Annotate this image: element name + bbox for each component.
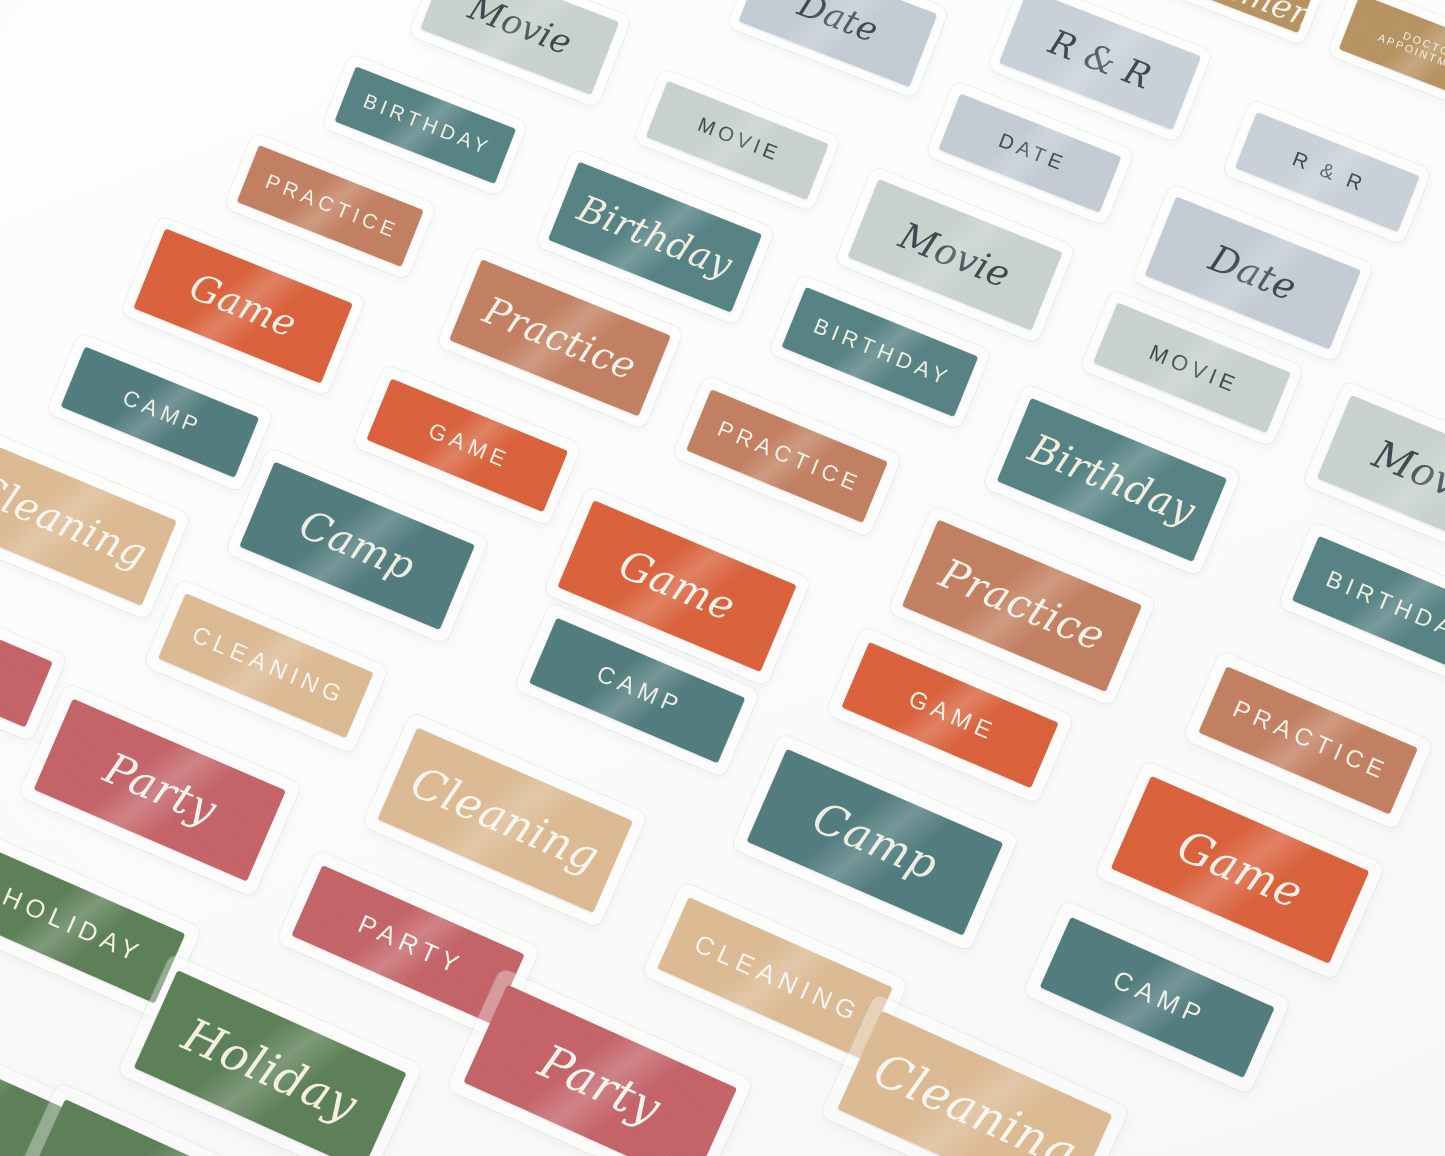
sticker-face: Date: [738, 0, 938, 88]
sticker-label: Movie: [463, 0, 578, 63]
sticker-label: Cleaning: [0, 465, 154, 579]
sticker-face: Camp: [746, 748, 1004, 936]
sticker-face: Holiday: [133, 969, 407, 1156]
sticker-label: Game: [183, 264, 303, 347]
sticker-label: PRACTICE: [713, 416, 865, 498]
sticker-label: DOCTOR APPOINTMENT: [1375, 29, 1445, 81]
sticker-date-script: Date: [726, 0, 950, 100]
sticker-label: Party: [531, 1034, 669, 1136]
sticker-label: BIRTHDAY: [810, 313, 955, 392]
sticker-face: PRACTICE: [1198, 665, 1418, 815]
sticker-label: CLEANING: [187, 621, 350, 711]
sticker-face: BIRTHDAY: [1292, 536, 1445, 678]
sticker-face: GAME: [366, 378, 568, 512]
sticker-face: DATE: [938, 93, 1122, 213]
sticker-label: Movie: [893, 213, 1017, 297]
sticker-label: PRACTICE: [1228, 695, 1393, 787]
sticker-label: Game: [1169, 820, 1311, 920]
sticker-face: Movie: [420, 0, 620, 96]
sticker-label: Camp: [805, 791, 946, 891]
sticker-face: Cleaning: [0, 438, 177, 606]
sticker-face: PRACTICE: [236, 144, 424, 268]
sticker-practice-caps: PRACTICE: [671, 374, 903, 538]
sticker-label: DATE: [995, 130, 1070, 177]
sticker-label: Birthday: [1022, 425, 1202, 535]
sticker-face: Camp: [239, 461, 475, 631]
sticker-face: CLEANING: [158, 593, 374, 739]
sticker-face: Party: [33, 698, 287, 882]
sticker-label: Practice: [932, 549, 1112, 662]
sticker-label: MOVIE: [1146, 338, 1243, 398]
sticker-label: Cleaning: [865, 1041, 1086, 1156]
sticker-label: Holiday: [174, 1007, 366, 1133]
sticker-face: Cleaning: [837, 1010, 1113, 1156]
sticker-face: [0, 582, 53, 728]
sticker-label: CAMP: [592, 659, 687, 721]
sticker-face: Doctor Appointment: [1130, 0, 1326, 34]
sticker-face: Party: [463, 984, 737, 1156]
sticker-face: Birthday: [996, 397, 1228, 563]
sticker-face: MOVIE: [645, 80, 829, 200]
sticker-label: Game: [612, 539, 743, 631]
sticker-label: CAMP: [119, 384, 206, 440]
sticker-label: Practice: [477, 287, 643, 389]
sticker-face: CAMP: [60, 345, 260, 479]
sticker-label: R & R: [1289, 147, 1370, 197]
sticker-face: Game: [133, 228, 353, 384]
sticker-label: BIRTHDAY: [1322, 565, 1445, 651]
sticker-label: BIRTHDAY: [359, 90, 495, 161]
sticker-label: Date: [1203, 236, 1303, 310]
sticker-face: Game: [1110, 775, 1370, 965]
sticker-label: GAME: [904, 685, 1001, 747]
sticker-label: GAME: [424, 418, 514, 474]
sticker-label: Date: [792, 0, 884, 51]
sticker-face: BIRTHDAY: [334, 65, 516, 185]
sticker-label: Camp: [292, 501, 422, 590]
sticker-label: Doctor Appointment: [1131, 0, 1326, 34]
sticker-label: CLEANING: [689, 928, 866, 1029]
sticker-label: Cleaning: [403, 756, 607, 883]
sticker-label: CAMP: [1108, 963, 1212, 1032]
sticker-label: MOVIE: [694, 114, 785, 167]
sticker-label: R & R: [1043, 22, 1157, 98]
sticker-face: DOCTOR APPOINTMENT: [1339, 0, 1445, 110]
sticker-label: Birthday: [571, 186, 739, 287]
sticker-face: PRACTICE: [685, 388, 889, 524]
sticker-label: Party: [96, 743, 224, 837]
sticker-label: HOLIDAY: [0, 882, 148, 969]
sticker-label: PARTY: [353, 910, 468, 982]
sticker-face: Cleaning: [377, 727, 633, 913]
sticker-doctor-caps: DOCTOR APPOINTMENT: [1327, 0, 1445, 122]
sticker-label: PRACTICE: [262, 170, 403, 244]
sticker-label: Movie: [1366, 432, 1445, 521]
sticker-face: CAMP: [1039, 916, 1275, 1078]
sticker-birthday-caps: BIRTHDAY: [1277, 521, 1445, 693]
sticker-face: R & R: [1234, 111, 1420, 233]
